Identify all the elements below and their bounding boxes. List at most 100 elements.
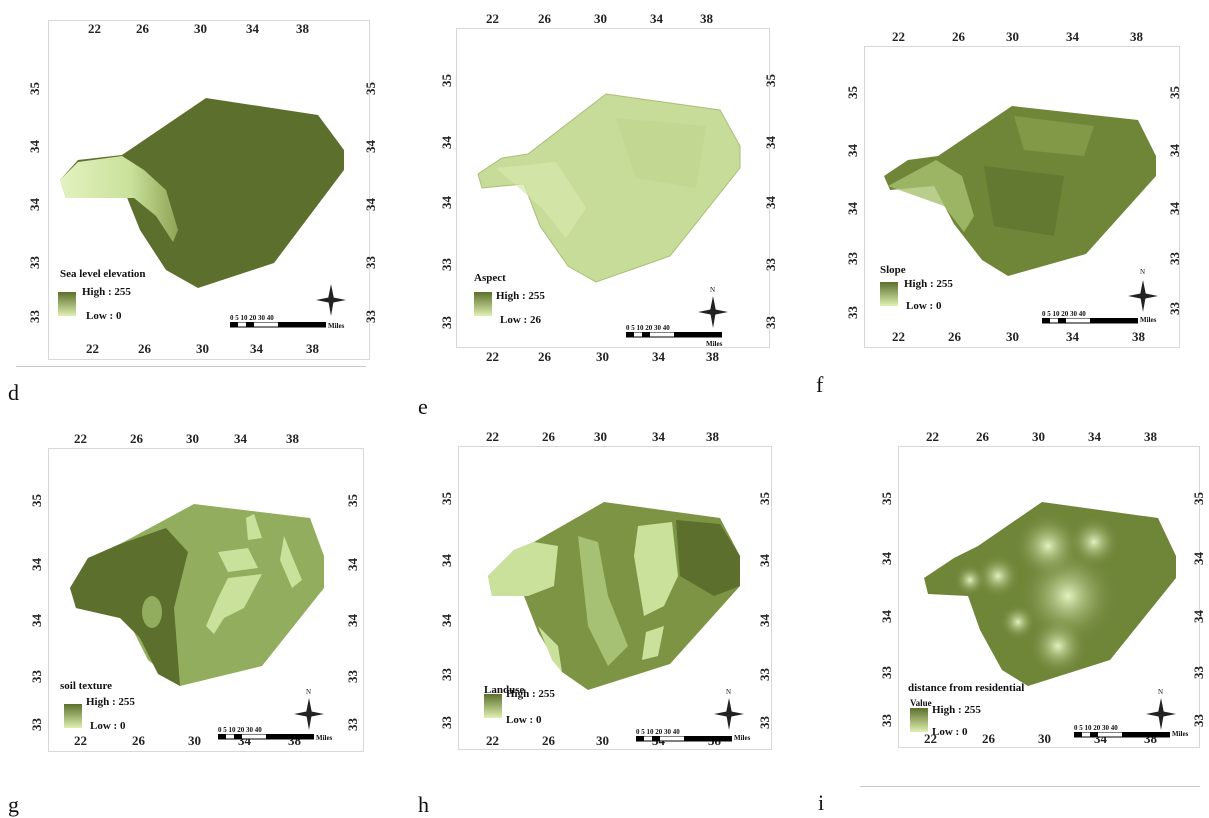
left-tick: 33 (29, 718, 44, 731)
top-tick: 26 (136, 21, 149, 36)
top-tick: 34 (1066, 29, 1079, 44)
legend-gradient-swatch (910, 708, 928, 732)
scale-numbers: 0 5 10 20 30 40 (636, 728, 680, 736)
bottom-tick: 38 (706, 349, 719, 364)
left-tick: 33 (439, 716, 454, 729)
left-tick: 34 (439, 554, 454, 567)
top-tick: 34 (652, 429, 665, 444)
legend-gradient-swatch (58, 292, 76, 316)
bottom-tick: 30 (1038, 731, 1051, 746)
map-panel-h: 22 26 30 34 38 35 34 34 33 33 35 34 34 3… (439, 430, 772, 750)
divider (860, 786, 1200, 787)
north-label: N (1158, 688, 1164, 696)
top-tick: 30 (186, 431, 199, 446)
left-tick: 33 (439, 668, 454, 681)
north-arrow-icon (1144, 696, 1178, 732)
bottom-tick: 22 (486, 733, 499, 748)
left-tick: 34 (845, 202, 860, 215)
legend-low-label: Low : 0 (86, 310, 122, 322)
north-label: N (710, 286, 716, 294)
left-tick: 35 (27, 82, 42, 95)
top-tick: 30 (1032, 429, 1045, 444)
legend-high-label: High : 255 (932, 704, 981, 716)
top-tick: 34 (246, 21, 259, 36)
aspect-raster (477, 93, 741, 283)
panel-letter: e (418, 394, 428, 419)
legend-gradient-swatch (64, 704, 82, 728)
legend-title: soil texture (60, 680, 113, 692)
bottom-tick: 30 (596, 733, 609, 748)
left-tick: 34 (29, 614, 44, 627)
scale-bar (1042, 318, 1138, 324)
bottom-tick: 34 (250, 341, 263, 356)
bottom-tick: 26 (132, 733, 145, 748)
scale-bar (1074, 732, 1170, 738)
legend-high-label: High : 255 (82, 286, 131, 298)
landuse-raster (488, 502, 740, 690)
top-tick: 22 (74, 431, 87, 446)
top-tick: 26 (542, 429, 555, 444)
left-tick: 34 (27, 198, 42, 211)
legend-high-label: High : 255 (904, 278, 953, 290)
legend-high-label: High : 255 (496, 290, 545, 302)
scale-bar (230, 322, 326, 328)
scale-unit: Miles (1172, 730, 1189, 738)
bottom-tick: 38 (306, 341, 319, 356)
top-tick: 30 (1006, 29, 1019, 44)
north-label: N (306, 688, 312, 696)
left-tick: 33 (27, 310, 42, 323)
north-arrow-icon (696, 294, 730, 330)
legend-low-label: Low : 0 (932, 726, 968, 738)
scale-bar (626, 332, 722, 338)
bottom-tick: 30 (196, 341, 209, 356)
legend-low-label: Low : 0 (90, 720, 126, 732)
panel-letter: i (818, 790, 825, 815)
top-tick: 38 (700, 11, 713, 26)
panel-letter: d (8, 380, 19, 405)
left-tick: 35 (439, 74, 454, 87)
scale-numbers: 0 5 10 20 30 40 (230, 314, 274, 322)
left-tick: 34 (29, 558, 44, 571)
bottom-tick: 34 (652, 349, 665, 364)
legend-gradient-swatch (484, 694, 502, 718)
divider (16, 366, 366, 367)
bottom-tick: 30 (596, 349, 609, 364)
bottom-tick: 22 (924, 731, 937, 746)
top-tick: 26 (538, 11, 551, 26)
bottom-tick: 30 (1006, 329, 1019, 344)
bottom-tick: 26 (948, 329, 961, 344)
left-tick: 35 (879, 492, 894, 505)
bottom-tick: 22 (86, 341, 99, 356)
bottom-tick: 26 (982, 731, 995, 746)
legend-title: Sea level elevation (60, 268, 146, 280)
scale-unit: Miles (706, 340, 723, 348)
bottom-tick: 26 (542, 733, 555, 748)
map-panel-g: 22 26 30 34 38 35 34 34 33 33 35 34 34 3… (29, 432, 364, 752)
scale-numbers: 0 5 10 20 30 40 (1042, 310, 1086, 318)
scale-unit: Miles (734, 734, 751, 742)
top-tick: 22 (486, 429, 499, 444)
left-tick: 33 (439, 316, 454, 329)
top-tick: 34 (650, 11, 663, 26)
top-tick: 38 (1130, 29, 1143, 44)
left-tick: 33 (27, 256, 42, 269)
scale-numbers: 0 5 10 20 30 40 (626, 324, 670, 332)
legend-title: distance from residential (908, 682, 1025, 694)
legend-subtitle: Value (910, 698, 932, 708)
scale-unit: Miles (328, 322, 345, 330)
north-label: N (726, 688, 732, 696)
legend-low-label: Low : 0 (506, 714, 542, 726)
top-tick: 34 (234, 431, 247, 446)
left-tick: 34 (439, 196, 454, 209)
left-tick: 33 (29, 670, 44, 683)
legend-high-label: High : 255 (86, 696, 135, 708)
legend-title: Aspect (474, 272, 506, 284)
top-tick: 22 (486, 11, 499, 26)
slope-raster (884, 106, 1156, 276)
elevation-raster (60, 98, 344, 288)
left-tick: 33 (879, 666, 894, 679)
legend-high-label: High : 255 (506, 688, 555, 700)
top-tick: 22 (892, 29, 905, 44)
north-arrow-icon (1126, 278, 1160, 314)
legend-title: Slope (880, 264, 906, 276)
